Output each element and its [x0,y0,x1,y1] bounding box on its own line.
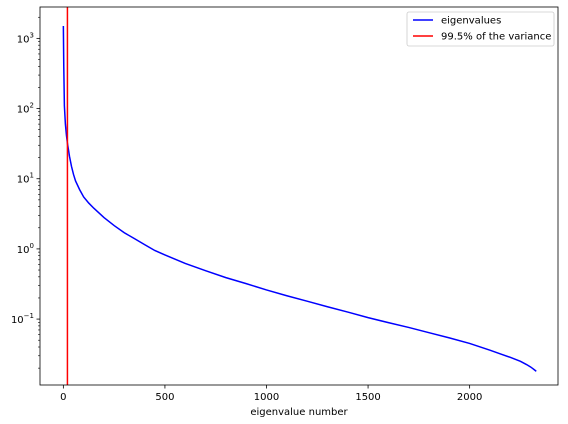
plot-frame [39,6,559,386]
series-line-eigenvalues [62,26,537,372]
legend-entry-variance: 99.5% of the variance [441,32,551,43]
x-tick-label: 1500 [355,392,380,403]
legend-entry-eigenvalues: eigenvalues [441,16,501,27]
x-tick-label: 0 [60,392,66,403]
series-layer [62,7,537,385]
x-axis-label: eigenvalue number [250,407,348,418]
x-tick-label: 500 [155,392,174,403]
x-axis: 0 500 1000 1500 2000 [60,385,482,403]
legend: eigenvalues 99.5% of the variance [406,11,555,47]
x-tick-label: 1000 [254,392,279,403]
x-tick-label: 2000 [457,392,482,403]
legend-box [406,11,555,47]
